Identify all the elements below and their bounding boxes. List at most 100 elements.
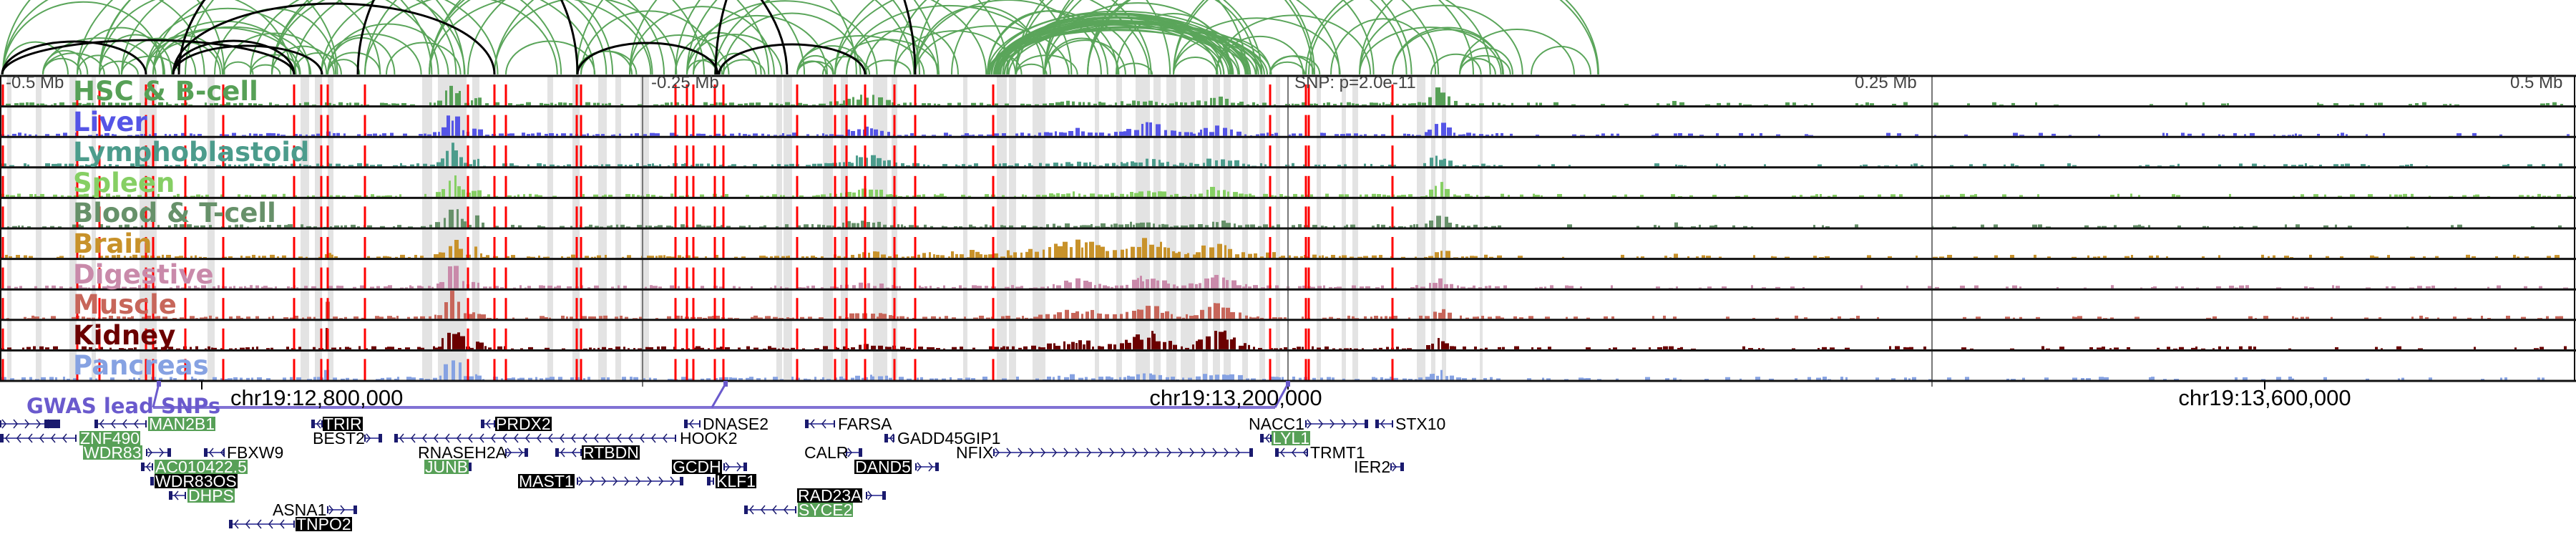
gene-label-wdr83os[interactable]: WDR83OS — [155, 472, 238, 490]
gene-label-dhps[interactable]: DHPS — [187, 486, 235, 505]
signal-bar — [962, 254, 964, 258]
gene-label-trmt1[interactable]: TRMT1 — [1310, 443, 1365, 462]
signal-bar — [1946, 195, 1950, 197]
signal-bar — [716, 315, 720, 319]
signal-bar — [1249, 316, 1252, 319]
signal-bar — [2202, 102, 2205, 106]
gene-label-nfix[interactable]: NFIX — [956, 443, 994, 462]
signal-bar — [1085, 311, 1089, 319]
signal-bar — [971, 102, 976, 106]
track-label: Muscle — [73, 289, 177, 321]
signal-bar — [1105, 314, 1109, 319]
signal-bar — [1125, 224, 1129, 228]
gene-label-rtbdn[interactable]: RTBDN — [582, 443, 640, 462]
signal-bar — [581, 134, 586, 136]
signal-bar — [848, 162, 851, 167]
gene-label-rad23a[interactable]: RAD23A — [797, 486, 863, 505]
gene-label-rnaseh2a[interactable]: RNASEH2A — [418, 443, 507, 462]
gene-exon — [1305, 420, 1307, 427]
signal-bar — [1377, 194, 1381, 197]
loop-arc — [1015, 0, 1407, 75]
signal-bar — [2293, 195, 2295, 197]
strand-arrow-icon — [422, 433, 427, 443]
signal-bar — [507, 133, 509, 136]
gene-label-prdx2[interactable]: PRDX2 — [495, 415, 552, 433]
signal-bar — [2389, 194, 2391, 197]
signal-bar — [1389, 316, 1392, 319]
signal-bar — [531, 133, 535, 136]
gene-label-hook2[interactable]: HOOK2 — [680, 429, 738, 448]
signal-bar — [449, 246, 452, 258]
signal-bar — [245, 195, 248, 197]
signal-bar — [82, 104, 87, 106]
loop-arc — [250, 64, 281, 75]
signal-bar — [681, 348, 684, 349]
gene-label-klf1[interactable]: KLF1 — [716, 472, 756, 490]
gene-label-farsa[interactable]: FARSA — [838, 415, 892, 433]
signal-bar — [420, 256, 424, 258]
signal-bar — [1732, 225, 1735, 228]
gene-model — [150, 477, 154, 485]
signal-bar — [2273, 134, 2275, 136]
signal-bar — [73, 378, 77, 380]
signal-bar — [2288, 377, 2292, 380]
signal-bar — [1120, 285, 1123, 289]
highlighted-loop-arc — [1, 39, 296, 75]
gene-label-znf490[interactable]: ZNF490 — [79, 429, 141, 448]
gene-label-fbxw9[interactable]: FBXW9 — [227, 443, 284, 462]
gene-label-dnase2[interactable]: DNASE2 — [703, 415, 769, 433]
gene-label-ier2[interactable]: IER2 — [1354, 458, 1391, 476]
signal-bar — [1856, 316, 1860, 319]
signal-bar — [812, 195, 816, 197]
gene-label-dand5[interactable]: DAND5 — [854, 458, 912, 476]
signal-bar — [1961, 347, 1966, 349]
gene-label-nacc1[interactable]: NACC1 — [1249, 415, 1304, 433]
gene-label-asna1[interactable]: ASNA1 — [273, 500, 327, 519]
signal-bar — [888, 256, 892, 258]
gene-label-trir[interactable]: TRIR — [323, 415, 363, 433]
signal-bar — [1340, 134, 1345, 136]
signal-bar — [1103, 285, 1107, 289]
signal-bar — [1181, 346, 1183, 349]
gene-label-man2b1[interactable]: MAN2B1 — [148, 415, 216, 433]
signal-bar — [209, 315, 212, 319]
gene-label-gcdh[interactable]: GCDH — [672, 458, 722, 476]
gene-label-ac010422-5[interactable]: AC010422.5 — [155, 458, 248, 476]
signal-bar — [386, 377, 391, 380]
signal-bar — [1863, 164, 1868, 167]
signal-bar — [102, 316, 107, 319]
signal-bar — [1274, 132, 1278, 136]
gene-label-lyl1[interactable]: LYL1 — [1272, 429, 1311, 448]
gene-label-gadd45gip1[interactable]: GADD45GIP1 — [897, 429, 1001, 448]
signal-bar — [770, 256, 773, 258]
gene-label-wdr83[interactable]: WDR83 — [83, 443, 142, 462]
gene-label-junb[interactable]: JUNB — [424, 458, 469, 476]
signal-bar — [2292, 134, 2294, 136]
signal-bar — [464, 163, 467, 167]
signal-bar — [494, 102, 499, 106]
signal-bar — [2555, 316, 2560, 319]
strand-arrow-icon — [917, 462, 922, 472]
signal-bar — [1231, 102, 1235, 106]
signal-bar — [1365, 286, 1370, 289]
signal-bar — [943, 285, 945, 289]
gene-label-best2[interactable]: BEST2 — [313, 429, 365, 448]
signal-bar — [1388, 164, 1392, 167]
gwas-snp-track — [152, 381, 1290, 409]
signal-bar — [1447, 127, 1452, 136]
signal-bar — [1137, 278, 1139, 289]
signal-bar — [2097, 316, 2102, 319]
gene-label-mast1[interactable]: MAST1 — [518, 472, 575, 490]
signal-bar — [647, 256, 650, 258]
gene-label-stx10[interactable]: STX10 — [1395, 415, 1446, 433]
signal-bar — [887, 160, 891, 167]
gene-label-calr[interactable]: CALR — [804, 443, 849, 462]
signal-bar — [258, 165, 260, 167]
signal-bar — [1075, 278, 1080, 289]
signal-bar — [1419, 315, 1423, 319]
gene-label-tnpo2[interactable]: TNPO2 — [296, 515, 352, 533]
signal-bar — [1036, 194, 1040, 197]
gene-label-syce2[interactable]: SYCE2 — [798, 500, 854, 519]
signal-bar — [708, 316, 712, 319]
signal-bar — [1496, 316, 1501, 319]
